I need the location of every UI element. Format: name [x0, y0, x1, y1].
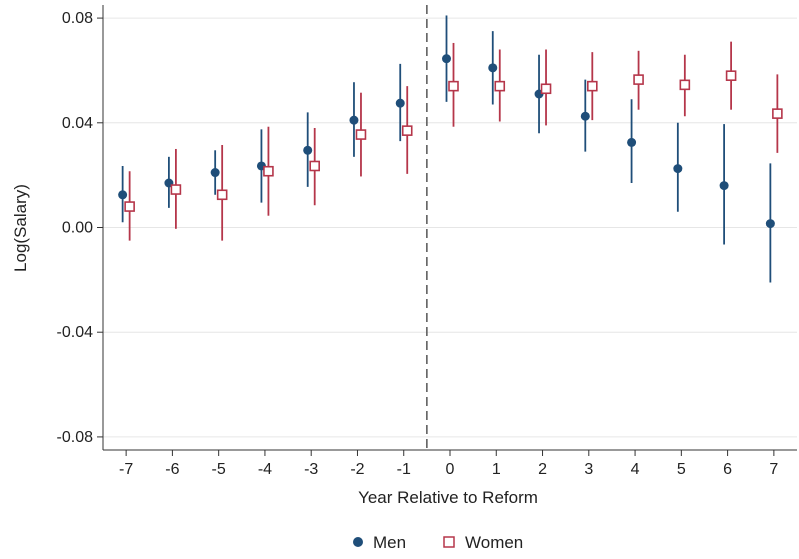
legend: Men Women	[353, 533, 523, 552]
point-men-6	[395, 98, 405, 108]
x-tick-label: 2	[538, 461, 547, 478]
point-women-12	[679, 79, 691, 91]
point-men-5	[349, 115, 359, 125]
point-men-13	[719, 181, 729, 191]
y-tick-label: -0.08	[57, 429, 94, 446]
point-men-10	[580, 111, 590, 121]
x-tick-label: 6	[723, 461, 732, 478]
point-women-13	[725, 70, 737, 81]
legend-women-marker	[443, 536, 455, 548]
point-men-12	[673, 164, 683, 174]
legend-women-label: Women	[465, 533, 523, 552]
point-women-9	[540, 83, 552, 95]
x-axis-title: Year Relative to Reform	[358, 488, 538, 507]
x-tick-label: -6	[165, 461, 179, 478]
point-men-8	[488, 63, 498, 73]
point-women-1	[170, 184, 182, 195]
x-tick-label: 4	[631, 461, 640, 478]
x-tick-label: 0	[446, 461, 455, 478]
x-tick-label: -4	[258, 461, 272, 478]
x-tick-label: -7	[119, 461, 133, 478]
confidence-intervals	[121, 15, 779, 283]
legend-men-label: Men	[373, 533, 406, 552]
point-women-2	[216, 189, 228, 201]
x-tick-label: -3	[304, 461, 318, 478]
y-tick-label: 0.00	[62, 220, 93, 237]
point-women-8	[494, 80, 506, 92]
point-men-14	[765, 219, 775, 229]
point-men-11	[627, 137, 637, 147]
legend-men-marker	[353, 537, 363, 547]
point-men-7	[442, 54, 451, 64]
point-women-11	[633, 74, 644, 85]
point-women-5	[355, 129, 367, 140]
point-women-3	[263, 165, 274, 177]
point-women-0	[124, 201, 135, 212]
x-tick-label: 7	[769, 461, 778, 478]
x-tick-label: 5	[677, 461, 686, 478]
point-men-2	[210, 168, 220, 178]
data-points	[118, 54, 783, 229]
point-women-10	[586, 80, 598, 92]
x-tick-label: 1	[492, 461, 501, 478]
point-women-7	[448, 80, 459, 92]
y-tick-label: 0.04	[62, 115, 93, 132]
y-tick-label: 0.08	[62, 10, 93, 27]
axes	[97, 5, 797, 456]
point-men-0	[118, 190, 128, 200]
grid-lines	[103, 17, 797, 438]
x-tick-label: -5	[212, 461, 226, 478]
y-tick-label: -0.04	[57, 324, 94, 341]
point-women-14	[772, 108, 783, 119]
x-tick-label: 3	[584, 461, 593, 478]
y-axis-title: Log(Salary)	[11, 184, 30, 272]
point-women-4	[309, 160, 321, 172]
x-tick-label: -2	[350, 461, 364, 478]
x-tick-label: -1	[397, 461, 411, 478]
point-women-6	[401, 125, 413, 136]
point-men-4	[303, 145, 313, 155]
tick-labels: -0.08 -0.04 0.00 0.04 0.08 -7 -6 -5 -4 -3 -2 -1 0 1 2 3…	[57, 10, 779, 478]
